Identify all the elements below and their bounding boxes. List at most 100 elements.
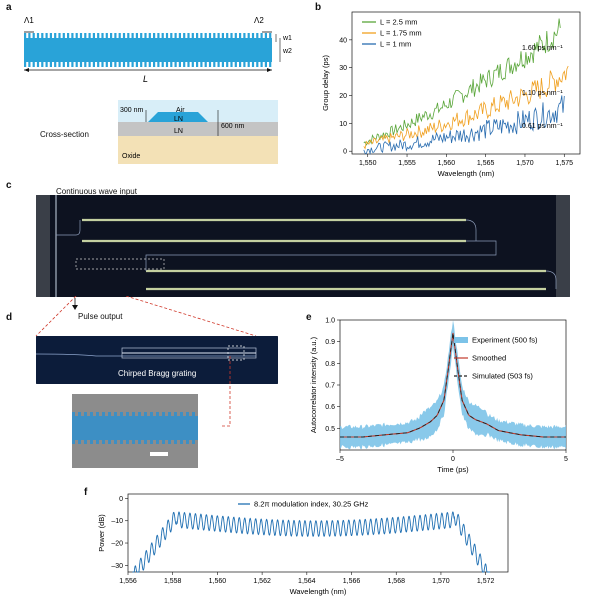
- sem-tooth: [144, 412, 147, 416]
- panel-letter-e: e: [306, 312, 312, 323]
- grating-tooth: [256, 62, 259, 67]
- w2-label: w2: [282, 48, 292, 55]
- grating-tooth: [67, 33, 70, 38]
- sem-tooth: [90, 440, 93, 444]
- x-tick-label: 1,572: [477, 578, 495, 585]
- sem-tooth: [138, 440, 141, 444]
- grating-tooth: [84, 33, 87, 38]
- sem-tooth: [186, 412, 189, 416]
- sem-tooth: [150, 412, 153, 416]
- grating-tooth: [131, 33, 134, 38]
- autocorrelation-chart: –5 0 5 0.5 0.6 0.7 0.8 0.9 1.0 Time (ps) Autocorre…: [309, 318, 568, 475]
- grating-tooth: [174, 33, 177, 38]
- grating-tooth: [54, 33, 57, 38]
- grating-tooth: [101, 62, 104, 67]
- scale-bar: [150, 452, 168, 456]
- grating-waveguide: [24, 38, 272, 62]
- grating-tooth: [217, 33, 220, 38]
- grating-tooth: [75, 33, 78, 38]
- y-tick-label: 10: [339, 121, 347, 128]
- sem-tooth: [132, 440, 135, 444]
- sem-waveguide: [72, 416, 198, 440]
- grating-tooth: [105, 62, 108, 67]
- grating-tooth: [196, 62, 199, 67]
- grating-tooth: [165, 33, 169, 38]
- air-label: Air: [176, 107, 185, 114]
- smoothed-line: [340, 332, 566, 438]
- plot-frame: [127, 493, 509, 573]
- grating-tooth: [49, 62, 52, 67]
- grating-tooth: [110, 62, 113, 67]
- grating-tooth: [165, 62, 169, 67]
- x-axis-label: Time (ps): [437, 465, 469, 474]
- grating-tooth: [88, 62, 91, 67]
- grating-tooth: [127, 33, 130, 38]
- experiment-band: [340, 320, 566, 450]
- sem-tooth: [126, 440, 129, 444]
- legend-entry: L = 1 mm: [380, 40, 411, 49]
- grating-tooth: [230, 62, 233, 67]
- sem-tooth: [84, 440, 87, 444]
- sem-image: [72, 394, 198, 468]
- grating-tooth: [41, 33, 44, 38]
- grating-tooth: [196, 33, 199, 38]
- sem-tooth: [192, 412, 195, 416]
- sem-tooth: [114, 412, 117, 416]
- y-tick-label: –30: [111, 563, 123, 570]
- panel-letter-a: a: [6, 2, 12, 13]
- sem-tooth: [84, 412, 87, 416]
- grating-tooth: [58, 62, 61, 67]
- sem-tooth: [102, 440, 105, 444]
- grating-tooth: [144, 62, 147, 67]
- legend-entry: L = 1.75 mm: [380, 29, 422, 38]
- cross-section-label: Cross-section: [40, 130, 89, 139]
- sem-tooth: [156, 440, 159, 444]
- sem-tooth: [102, 412, 105, 416]
- x-tick-label: 0: [451, 456, 455, 463]
- y-axis-label: Autocorrelator intensity (a.u.): [309, 336, 318, 433]
- grating-micrograph: Chirped Bragg grating: [36, 336, 278, 384]
- sem-tooth: [78, 440, 81, 444]
- grating-tooth: [243, 33, 246, 38]
- grating-tooth: [71, 62, 74, 67]
- x-axis-label: Wavelength (nm): [438, 169, 495, 178]
- panel-letter-d: d: [6, 312, 13, 323]
- grating-tooth: [243, 62, 246, 67]
- grating-tooth: [79, 33, 83, 38]
- grating-tooth: [97, 62, 100, 67]
- lambda2-label: Λ2: [254, 16, 264, 25]
- grating-tooth: [84, 62, 87, 67]
- grating-tooth: [260, 62, 263, 67]
- grating-tooth: [118, 62, 121, 67]
- grating-tooth: [191, 62, 194, 67]
- y-tick-label: 0: [343, 149, 347, 156]
- grating-tooth: [157, 33, 160, 38]
- slope-annotation: 1.10 ps nm⁻¹: [522, 90, 563, 97]
- grating-tooth: [49, 33, 52, 38]
- sem-tooth: [120, 412, 123, 416]
- sem-tooth: [90, 412, 93, 416]
- y-tick-label: 0.9: [325, 339, 335, 346]
- grating-tooth: [118, 33, 121, 38]
- x-tick-label: 1,564: [298, 578, 316, 585]
- legend-entry: Experiment (500 fs): [472, 336, 538, 345]
- sem-tooth: [174, 412, 177, 416]
- grating-tooth: [28, 62, 31, 67]
- grating-tooth: [234, 62, 237, 67]
- sem-tooth: [132, 412, 135, 416]
- series-line: [363, 18, 561, 146]
- grating-tooth: [239, 62, 242, 67]
- grating-tooth: [230, 33, 233, 38]
- grating-tooth: [148, 62, 151, 67]
- grating-tooth: [97, 33, 100, 38]
- grating-tooth: [183, 33, 186, 38]
- y-axis-label: Power (dB): [97, 514, 106, 552]
- grating-tooth: [260, 33, 263, 38]
- grating-tooth: [200, 33, 203, 38]
- pulse-output-arrow: [70, 297, 80, 315]
- panel-letter-b: b: [315, 2, 322, 13]
- x-tick-label: 1,560: [209, 578, 227, 585]
- grating-tooth: [58, 33, 61, 38]
- grating-tooth: [36, 62, 40, 67]
- y-tick-label: 40: [339, 37, 347, 44]
